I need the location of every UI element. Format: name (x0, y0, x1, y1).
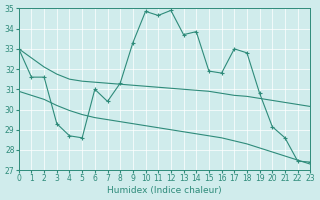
X-axis label: Humidex (Indice chaleur): Humidex (Indice chaleur) (107, 186, 222, 195)
